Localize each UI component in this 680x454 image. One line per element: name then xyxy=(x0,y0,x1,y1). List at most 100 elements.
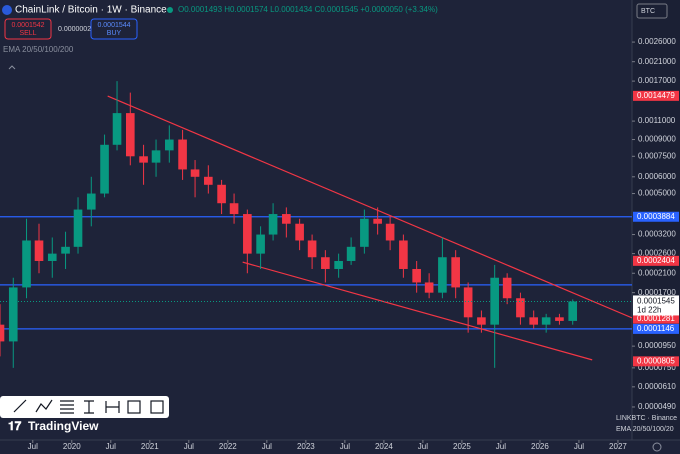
logo: 𝟏𝟕 xyxy=(8,419,22,433)
candle-body xyxy=(256,234,265,254)
y-tick-label: 0.0021000 xyxy=(638,57,676,66)
candle-body xyxy=(360,218,369,247)
candle-body xyxy=(151,150,161,163)
price-label: 0.0000805 xyxy=(637,356,675,365)
x-tick-label: Jul xyxy=(184,442,194,451)
candle-body xyxy=(217,184,226,204)
fib-tool[interactable] xyxy=(60,400,74,414)
candle-body xyxy=(399,240,408,269)
x-tick-label: Jul xyxy=(28,442,38,451)
price-label: 0.0014479 xyxy=(637,91,675,100)
candle-body xyxy=(125,113,135,157)
x-tick-label: Jul xyxy=(106,442,116,451)
y-tick-label: 0.0000610 xyxy=(638,382,676,391)
candle-body xyxy=(204,176,213,185)
crop-tool[interactable] xyxy=(150,400,164,414)
candle-body xyxy=(282,214,291,224)
y-tick-label: 0.0002600 xyxy=(638,249,676,258)
candle-body xyxy=(0,324,5,342)
y-tick-label: 0.0003200 xyxy=(638,230,676,239)
status-dot xyxy=(167,7,173,13)
x-tick-label: Jul xyxy=(340,442,350,451)
candle-body xyxy=(541,317,551,325)
price-label-box xyxy=(633,211,679,222)
candle-body xyxy=(139,156,148,163)
candle-body xyxy=(412,268,421,283)
candle-body xyxy=(61,246,70,254)
rect-tool[interactable] xyxy=(127,400,141,414)
y-tick-label: 0.0001700 xyxy=(638,288,676,297)
sell-button[interactable] xyxy=(4,18,52,40)
candle-body xyxy=(568,301,578,321)
price-label-box xyxy=(633,255,679,266)
y-tick-label: 0.0017000 xyxy=(638,76,676,85)
settings-icon[interactable] xyxy=(652,442,662,452)
x-tick-label: Jul xyxy=(262,442,272,451)
price-label: 0.0003884 xyxy=(637,212,675,221)
y-tick-label: 0.0026000 xyxy=(638,37,676,46)
x-tick-label: 2023 xyxy=(297,442,315,451)
collapse-icon[interactable] xyxy=(8,65,16,70)
x-tick-label: 2022 xyxy=(219,442,237,451)
plot xyxy=(0,81,632,368)
candle-body xyxy=(346,246,356,261)
candle-body xyxy=(112,113,122,145)
x-tick-label: Jul xyxy=(496,442,506,451)
price-label: 0.0001146 xyxy=(637,324,675,333)
candle-body xyxy=(502,277,512,299)
measure-tool[interactable] xyxy=(105,401,120,413)
candle-body xyxy=(463,287,473,318)
candle-body xyxy=(321,257,330,269)
candle-body xyxy=(86,193,96,210)
candle-body xyxy=(555,317,564,321)
candle-body xyxy=(243,214,252,254)
currency-box[interactable] xyxy=(636,3,668,19)
last-price: 0.0001545 xyxy=(637,297,675,306)
x-tick-label: 2024 xyxy=(375,442,393,451)
candle-body xyxy=(438,257,447,293)
price-label-box xyxy=(633,313,679,324)
logo-text: TradingView xyxy=(28,419,99,433)
buy-price: 0.0001544 xyxy=(97,22,130,29)
candle-body xyxy=(73,209,83,247)
candle-body xyxy=(516,298,525,318)
spread: 0.0000002 xyxy=(58,26,91,33)
candle-body xyxy=(451,257,460,288)
text-tool[interactable] xyxy=(84,400,94,414)
buy-button[interactable] xyxy=(90,18,138,40)
x-tick-label: 2025 xyxy=(453,442,471,451)
candle-body xyxy=(22,240,31,288)
x-tick-label: 2026 xyxy=(531,442,549,451)
y-tick-label: 0.0007500 xyxy=(638,151,676,160)
y-tick-label: 0.0009000 xyxy=(638,135,676,144)
candle-body xyxy=(385,223,395,241)
candle-body xyxy=(268,214,278,235)
trend-line xyxy=(242,261,593,361)
candle-body xyxy=(373,218,382,224)
candle-body xyxy=(307,240,317,258)
candle-body xyxy=(178,139,187,170)
x-tick-label: 2021 xyxy=(141,442,159,451)
candle-body xyxy=(8,287,18,342)
candle-body xyxy=(165,139,174,151)
candle-body xyxy=(229,203,239,215)
last-price-box xyxy=(633,295,679,316)
path-tool[interactable] xyxy=(35,399,53,413)
y-tick-label: 0.0006000 xyxy=(638,172,676,181)
footer-indicator: EMA 20/50/100/20 xyxy=(616,426,674,433)
countdown: 1d 22h xyxy=(637,306,661,315)
candle-body xyxy=(490,277,499,325)
candle-body xyxy=(47,253,57,261)
y-tick-label: 0.0011000 xyxy=(638,116,676,125)
candle-body xyxy=(295,223,304,241)
trend-tool[interactable] xyxy=(13,399,27,413)
indicator: EMA 20/50/100/200 xyxy=(3,45,74,54)
currency: BTC xyxy=(641,8,655,15)
ohlc: O0.0001493 H0.0001574 L0.0001434 C0.0001… xyxy=(178,5,438,14)
candle-body xyxy=(477,317,486,325)
symbol: ChainLink / Bitcoin · 1W · Binance xyxy=(15,5,167,16)
buy-label: BUY xyxy=(107,30,122,37)
sell-label: SELL xyxy=(19,30,36,37)
symbol-icon xyxy=(2,5,12,15)
